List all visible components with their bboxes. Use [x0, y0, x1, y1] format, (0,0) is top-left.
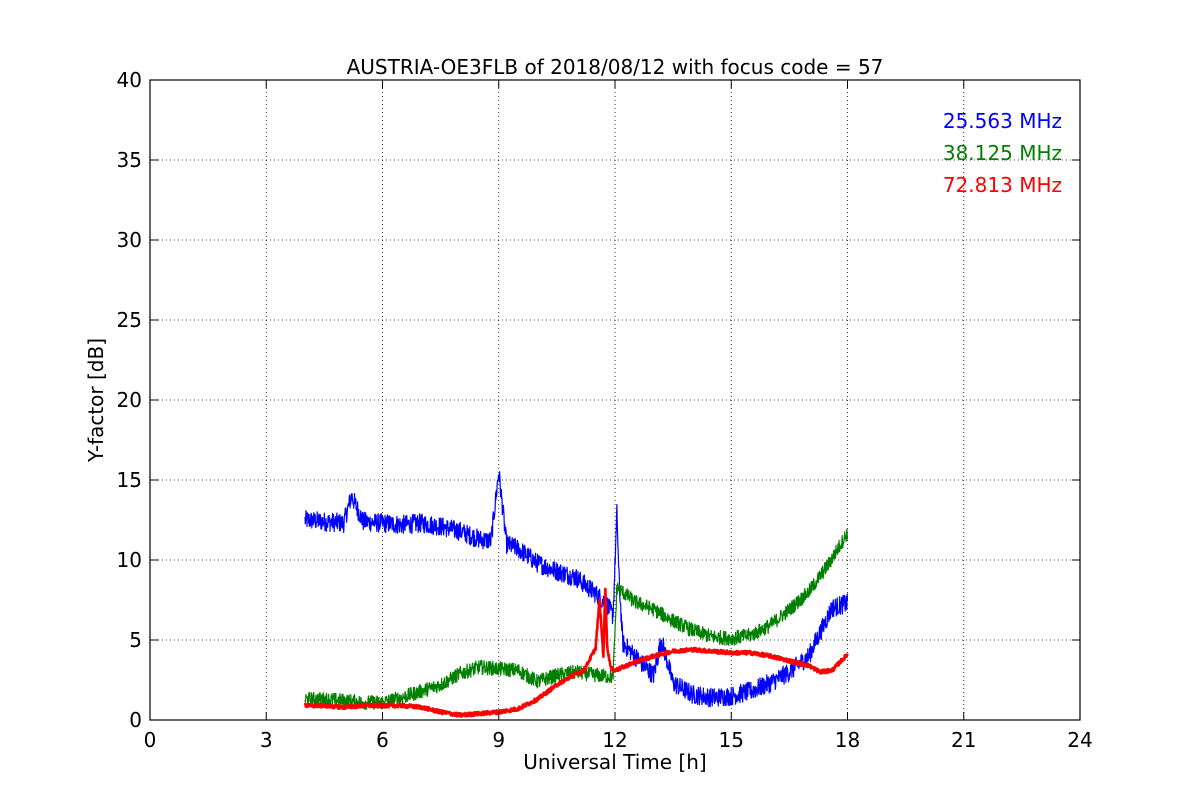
x-tick-label: 24	[1067, 728, 1092, 752]
y-tick-label: 25	[117, 308, 142, 332]
y-tick-label: 10	[117, 548, 142, 572]
x-tick-label: 15	[719, 728, 744, 752]
x-tick-label: 3	[260, 728, 273, 752]
ticks: 0 3 6 9 12 15 18 21 24 0 5 10 15 20 25 30 35 40	[117, 68, 1093, 752]
legend-entry: 72.813 MHz	[943, 173, 1062, 197]
y-tick-label: 30	[117, 228, 142, 252]
x-axis-label: Universal Time [h]	[523, 750, 706, 774]
y-tick-label: 15	[117, 468, 142, 492]
x-tick-label: 21	[951, 728, 976, 752]
legend-entry: 25.563 MHz	[943, 109, 1062, 133]
y-tick-label: 20	[117, 388, 142, 412]
series-group	[303, 471, 849, 718]
y-axis-label: Y-factor [dB]	[84, 338, 108, 463]
x-tick-label: 18	[835, 728, 860, 752]
series-line	[304, 471, 849, 708]
legend-entry: 38.125 MHz	[943, 141, 1062, 165]
y-tick-label: 0	[129, 708, 142, 732]
y-tick-label: 40	[117, 68, 142, 92]
x-tick-label: 6	[376, 728, 389, 752]
x-tick-label: 0	[144, 728, 157, 752]
legend: 25.563 MHz 38.125 MHz 72.813 MHz	[943, 109, 1062, 197]
x-tick-label: 9	[492, 728, 505, 752]
x-tick-label: 12	[602, 728, 627, 752]
y-tick-label: 5	[129, 628, 142, 652]
chart-title: AUSTRIA-OE3FLB of 2018/08/12 with focus …	[347, 55, 884, 79]
series-line	[303, 587, 849, 718]
y-tick-label: 35	[117, 148, 142, 172]
